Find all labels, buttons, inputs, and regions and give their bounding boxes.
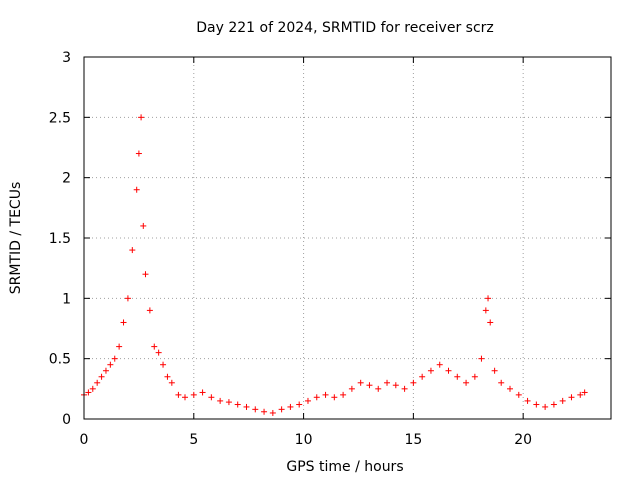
data-point [168,379,175,386]
data-point [375,385,382,392]
data-point [487,319,494,326]
data-point [278,406,285,413]
data-point [463,379,470,386]
data-point [392,382,399,389]
data-point [581,389,588,396]
data-point [322,391,329,398]
ticks-layer: 0 5 10 15 20 0 0.5 1 1.5 2 2.5 3 [49,50,611,448]
data-point [478,355,485,362]
data-point [140,222,147,229]
data-point [471,373,478,380]
data-point [234,401,241,408]
data-point [261,408,268,415]
data-point [366,382,373,389]
y-tick-label: 0.5 [49,352,71,368]
data-point [225,399,232,406]
data-point [252,406,259,413]
data-point [331,394,338,401]
y-tick-label: 0 [62,412,71,428]
data-point [542,403,549,410]
data-point [559,397,566,404]
data-point [217,397,224,404]
data-point [151,343,158,350]
data-point [357,379,364,386]
data-point [410,379,417,386]
data-point [120,319,127,326]
data-point [116,343,123,350]
data-point [454,373,461,380]
x-tick-label: 10 [295,432,313,448]
data-point [498,379,505,386]
data-points-layer [81,114,588,416]
data-point [107,361,114,368]
chart-title: Day 221 of 2024, SRMTID for receiver scr… [196,20,494,36]
data-point [550,401,557,408]
y-tick-label: 1.5 [49,231,71,247]
data-point [401,385,408,392]
data-point [515,391,522,398]
y-axis-label: SRMTID / TECUs [8,182,24,295]
x-tick-label: 15 [404,432,422,448]
data-point [313,394,320,401]
data-point [85,389,92,396]
data-point [208,394,215,401]
data-point [142,271,149,278]
data-point [129,247,136,254]
x-tick-label: 5 [189,432,198,448]
grid-layer [84,57,611,419]
data-point [296,401,303,408]
data-point [482,307,489,314]
data-point [533,401,540,408]
data-point [102,367,109,374]
data-point [419,373,426,380]
y-tick-label: 2.5 [49,110,71,126]
data-point [524,397,531,404]
data-point [135,150,142,157]
x-axis-label: GPS time / hours [286,459,403,475]
data-point [164,373,171,380]
data-point [384,379,391,386]
data-point [427,367,434,374]
data-point [89,385,96,392]
data-point [155,349,162,356]
x-tick-label: 0 [80,432,89,448]
data-point [243,403,250,410]
data-point [160,361,167,368]
data-point [304,397,311,404]
data-point [98,373,105,380]
data-point [485,295,492,302]
data-point [138,114,145,121]
data-point [199,389,206,396]
data-point [133,186,140,193]
data-point [340,391,347,398]
data-point [577,391,584,398]
x-tick-label: 20 [514,432,532,448]
data-point [182,394,189,401]
y-tick-label: 3 [62,50,71,66]
data-point [175,391,182,398]
data-point [436,361,443,368]
data-point [445,367,452,374]
data-point [348,385,355,392]
data-point [124,295,131,302]
y-tick-label: 1 [62,291,71,307]
data-point [269,409,276,416]
y-tick-label: 2 [62,171,71,187]
data-point [94,379,101,386]
data-point [568,394,575,401]
data-point [491,367,498,374]
data-point [190,391,197,398]
data-point [111,355,118,362]
data-point [506,385,513,392]
data-point [146,307,153,314]
data-point [287,403,294,410]
